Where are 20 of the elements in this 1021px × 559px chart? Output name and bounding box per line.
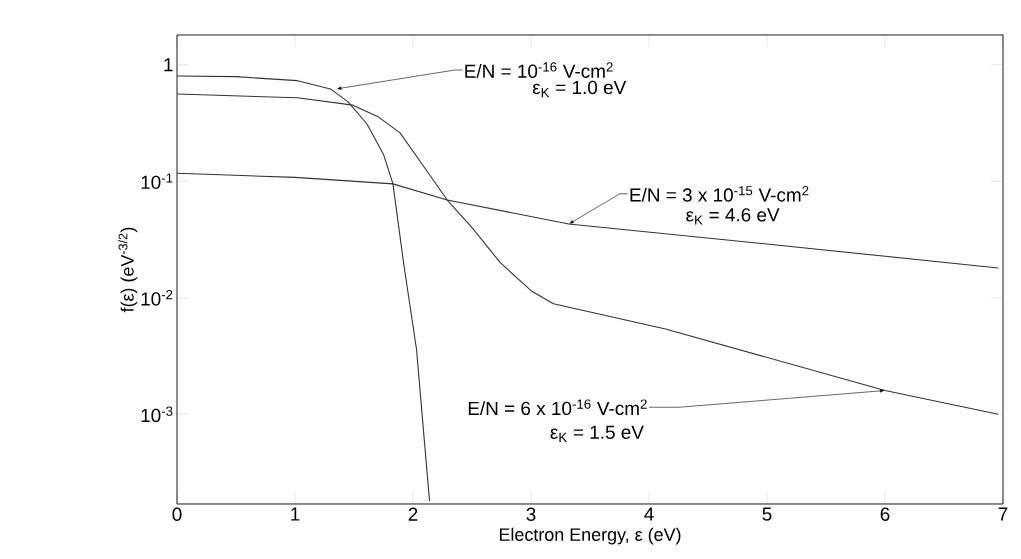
x-tick-label: 3 bbox=[526, 507, 536, 521]
annotation: E/N = 6 x 10$^{-16}$ V-cm$^{2}$ bbox=[468, 399, 647, 416]
x-tick-label: 5 bbox=[762, 507, 772, 521]
annotation: ε$_{K}$ = 4.6 eV bbox=[686, 208, 780, 225]
annotation: ε$_{K}$ = 1.0 eV bbox=[532, 80, 627, 98]
x-tick-label: 0 bbox=[172, 507, 182, 521]
annotation: E/N = 10$^{-16}$ V-cm$^{2}$ bbox=[465, 62, 613, 78]
x-tick-label: 2 bbox=[408, 507, 418, 521]
x-tick-label: 1 bbox=[291, 507, 300, 521]
y-axis-title: f(ε) (eV$^{-3/2}$) bbox=[118, 227, 138, 313]
y-tick-label: 1 bbox=[164, 58, 173, 72]
x-axis-title: Electron Energy, ε (eV) bbox=[499, 527, 681, 545]
y-tick-label: 10$^{-1}$ bbox=[141, 173, 173, 190]
y-tick-label: 10$^{-2}$ bbox=[141, 289, 173, 306]
x-tick-label: 7 bbox=[998, 507, 1008, 521]
annotation: E/N = 3 x 10$^{-15}$ V-cm$^{2}$ bbox=[630, 185, 809, 202]
x-tick-label: 6 bbox=[880, 507, 890, 521]
x-tick-label: 4 bbox=[644, 507, 654, 521]
y-tick-label: 10$^{-3}$ bbox=[141, 406, 173, 423]
annotation: ε$_{K}$ = 1.5 eV bbox=[550, 425, 644, 442]
